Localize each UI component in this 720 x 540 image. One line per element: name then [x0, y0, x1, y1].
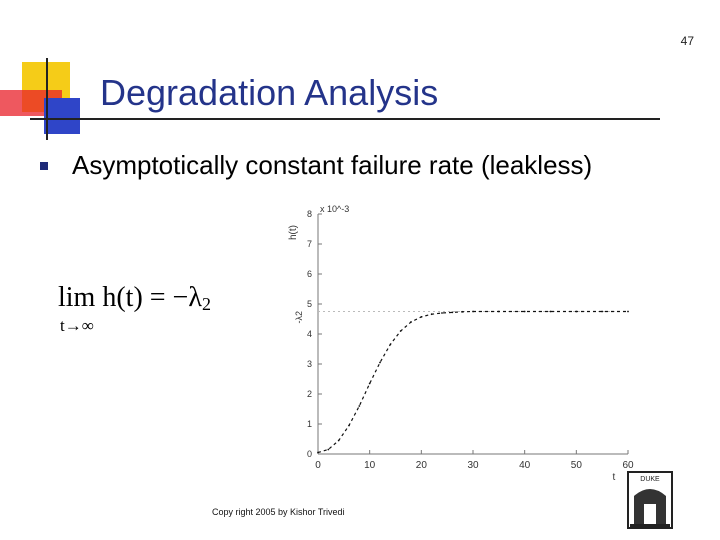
- bullet-square-icon: [40, 162, 48, 170]
- data-point: [348, 424, 350, 427]
- logo-blue-square: [44, 98, 80, 134]
- y-tick-label: 3: [307, 359, 312, 369]
- y-axis-label: h(t): [288, 225, 299, 240]
- title-underline: [30, 118, 660, 120]
- y-tick-label: 7: [307, 239, 312, 249]
- bullet-text: Asymptotically constant failure rate (le…: [72, 150, 593, 180]
- y-tick-label: 2: [307, 389, 312, 399]
- corner-decoration-logo: [0, 58, 80, 140]
- x-tick-label: 30: [467, 460, 479, 471]
- data-point: [523, 310, 526, 313]
- data-point: [368, 382, 371, 385]
- y-tick-label: 4: [307, 329, 312, 339]
- logo-base: [630, 524, 670, 528]
- logo-text: DUKE: [640, 476, 660, 483]
- formula-main: lim h(t) = −λ: [58, 282, 202, 313]
- data-point: [337, 439, 340, 442]
- data-point: [389, 343, 392, 346]
- duke-chapel-logo: DUKE: [627, 471, 673, 529]
- data-point: [358, 405, 361, 407]
- logo-door: [644, 504, 656, 526]
- y-tick-label: 5: [307, 299, 312, 309]
- data-point: [601, 310, 604, 313]
- data-point: [441, 312, 443, 314]
- copyright-text: Copy right 2005 by Kishor Trivedi: [212, 507, 345, 517]
- data-point: [627, 310, 629, 313]
- y-tick-label: 0: [307, 449, 312, 459]
- data-point: [497, 310, 500, 313]
- x-tick-label: 50: [571, 460, 583, 471]
- data-point: [420, 316, 423, 318]
- slide-title: Degradation Analysis: [100, 72, 439, 113]
- x-tick-label: 20: [416, 460, 428, 471]
- data-point: [327, 448, 330, 451]
- data-point: [430, 313, 433, 316]
- data-point: [472, 310, 474, 313]
- data-point: [451, 311, 454, 314]
- limit-formula: lim h(t) = −λ2 t→∞: [58, 282, 211, 335]
- data-point: [461, 310, 464, 313]
- y-tick-label: 1: [307, 419, 312, 429]
- data-point: [549, 310, 552, 313]
- x-tick-label: 0: [315, 460, 321, 471]
- y-tick-label: 6: [307, 269, 312, 279]
- x-tick-label: 10: [364, 460, 376, 471]
- data-point: [399, 330, 402, 332]
- failure-rate-chart: 0 1 2 3 4 5 6 7 8 0 10 20 30 40 50 60 h(t) x 10^-3 -λ2 t: [288, 204, 634, 483]
- y-multiplier-label: x 10^-3: [320, 204, 349, 214]
- x-axis-marker: t: [613, 472, 616, 483]
- logo-vertical-line: [46, 58, 48, 140]
- x-tick-label: 40: [519, 460, 531, 471]
- asymptote-annotation: -λ2: [294, 311, 304, 324]
- formula-lambda-subscript: 2: [201, 294, 211, 315]
- data-point: [379, 361, 381, 364]
- data-point: [575, 310, 578, 313]
- x-tick-label: 60: [622, 460, 634, 471]
- formula-limit-subscript: t→∞: [60, 316, 94, 335]
- y-tick-label: 8: [307, 209, 312, 219]
- series-line-0: [317, 310, 628, 454]
- data-point: [410, 321, 412, 323]
- page-number: 47: [680, 34, 694, 48]
- data-point: [317, 451, 319, 454]
